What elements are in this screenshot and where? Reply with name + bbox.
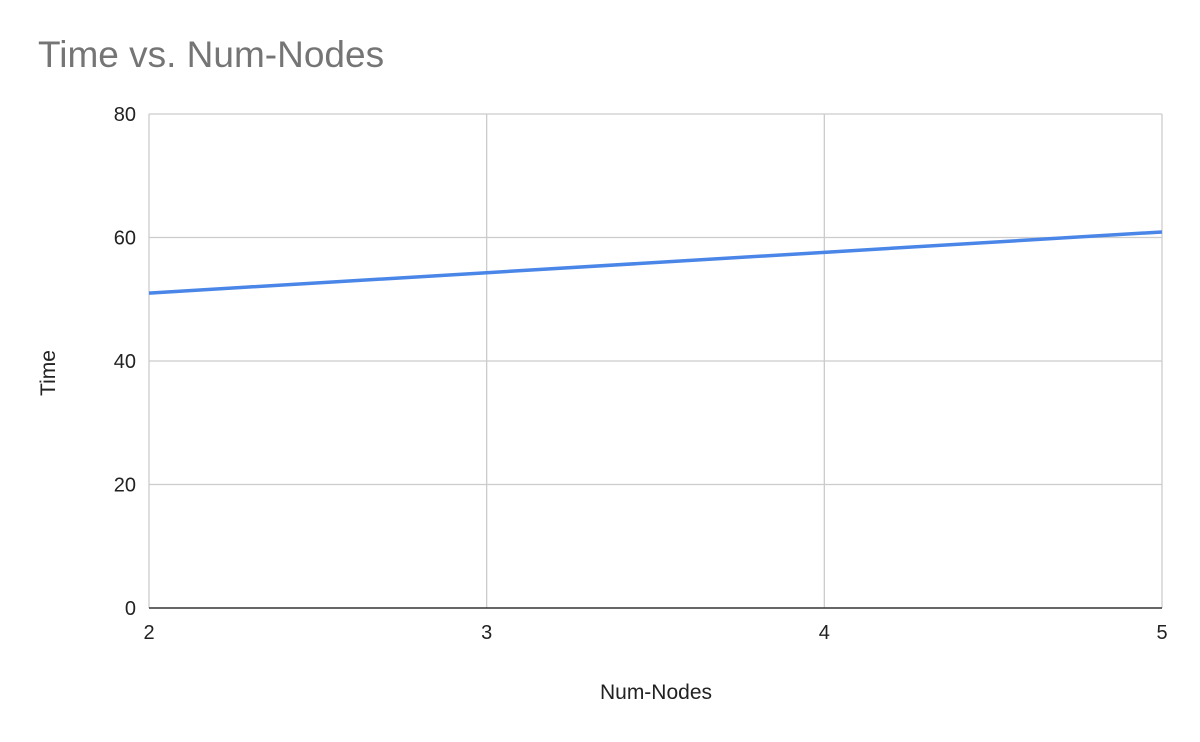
x-tick-label: 4 bbox=[819, 622, 830, 644]
y-tick-label: 80 bbox=[114, 104, 136, 126]
x-tick-label: 3 bbox=[481, 622, 492, 644]
series-layer bbox=[148, 230, 1163, 295]
x-tick-label: 5 bbox=[1156, 622, 1167, 644]
y-axis-title: Time bbox=[37, 350, 60, 396]
chart-title: Time vs. Num-Nodes bbox=[38, 34, 385, 75]
y-tick-label: 40 bbox=[114, 351, 136, 373]
x-axis-title: Num-Nodes bbox=[600, 681, 712, 704]
grid bbox=[148, 113, 1163, 608]
series-line bbox=[148, 230, 1163, 295]
x-tick-label: 2 bbox=[143, 622, 154, 644]
y-tick-label: 60 bbox=[114, 228, 136, 250]
y-tick-label: 20 bbox=[114, 475, 136, 497]
tick-labels: 0 20 40 60 80 2 3 4 5 bbox=[114, 104, 1168, 644]
y-tick-label: 0 bbox=[125, 598, 136, 620]
